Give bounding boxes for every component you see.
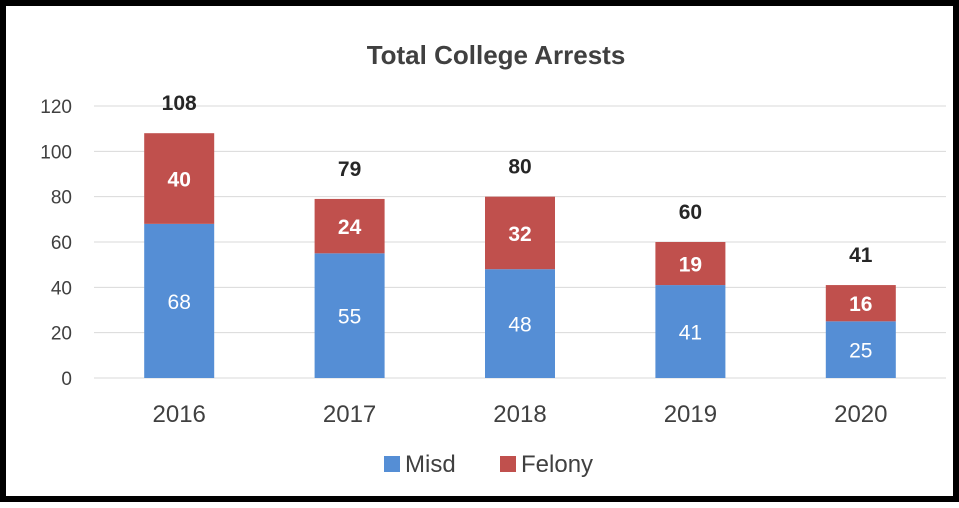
chart-title: Total College Arrests xyxy=(367,40,626,70)
bar-felony-2019 xyxy=(655,242,726,286)
bars xyxy=(144,133,896,378)
data-label-total: 108 xyxy=(162,92,197,115)
y-axis-ticks: 0 20 40 60 80 100 120 xyxy=(40,97,72,390)
y-tick-label: 120 xyxy=(40,97,72,118)
y-tick-label: 100 xyxy=(40,142,72,163)
legend-label-misd: Misd xyxy=(405,451,456,478)
data-label-misd: 68 xyxy=(168,291,191,314)
legend-swatch-misd xyxy=(384,456,400,472)
bar-misd-2019 xyxy=(655,285,726,378)
data-label-total: 80 xyxy=(508,156,531,179)
x-tick-label: 2018 xyxy=(493,401,546,428)
data-label-misd: 41 xyxy=(679,322,702,345)
data-label-felony: 24 xyxy=(338,216,362,239)
bar-felony-2018 xyxy=(485,196,555,270)
bar-felony-2016 xyxy=(144,133,215,224)
chart-svg: Total College Arrests 0 20 40 60 80 100 120 68… xyxy=(40,40,946,478)
x-axis-ticks: 2016 2017 2018 2019 2020 xyxy=(153,401,888,428)
x-tick-label: 2016 xyxy=(153,401,206,428)
data-label-felony: 19 xyxy=(679,254,702,277)
bar-misd-2020 xyxy=(825,321,896,378)
y-tick-label: 40 xyxy=(51,278,72,299)
legend-label-felony: Felony xyxy=(521,451,593,478)
y-tick-label: 60 xyxy=(51,233,72,254)
data-label-total: 79 xyxy=(338,158,361,181)
data-label-misd: 55 xyxy=(338,306,361,329)
data-label-misd: 25 xyxy=(849,340,872,363)
y-tick-label: 20 xyxy=(51,324,72,345)
bar-misd-2016 xyxy=(144,223,215,378)
bar-felony-2020 xyxy=(825,285,896,322)
bar-misd-2018 xyxy=(485,269,555,378)
data-label-felony: 40 xyxy=(168,169,191,192)
bar-felony-2017 xyxy=(314,198,385,254)
x-tick-label: 2017 xyxy=(323,401,376,428)
data-label-total: 41 xyxy=(849,244,873,267)
y-tick-label: 0 xyxy=(61,369,72,390)
data-label-felony: 32 xyxy=(508,223,531,246)
x-tick-label: 2019 xyxy=(664,401,717,428)
data-labels: 68 40 108 55 24 79 48 32 80 41 19 60 25 16 41 xyxy=(162,92,873,362)
y-tick-label: 80 xyxy=(51,188,72,209)
data-label-felony: 16 xyxy=(849,293,872,316)
data-label-total: 60 xyxy=(679,201,702,224)
data-label-misd: 48 xyxy=(508,314,531,337)
legend: Misd Felony xyxy=(384,451,593,478)
bar-misd-2017 xyxy=(314,253,385,378)
x-tick-label: 2020 xyxy=(834,401,887,428)
legend-swatch-felony xyxy=(500,456,516,472)
